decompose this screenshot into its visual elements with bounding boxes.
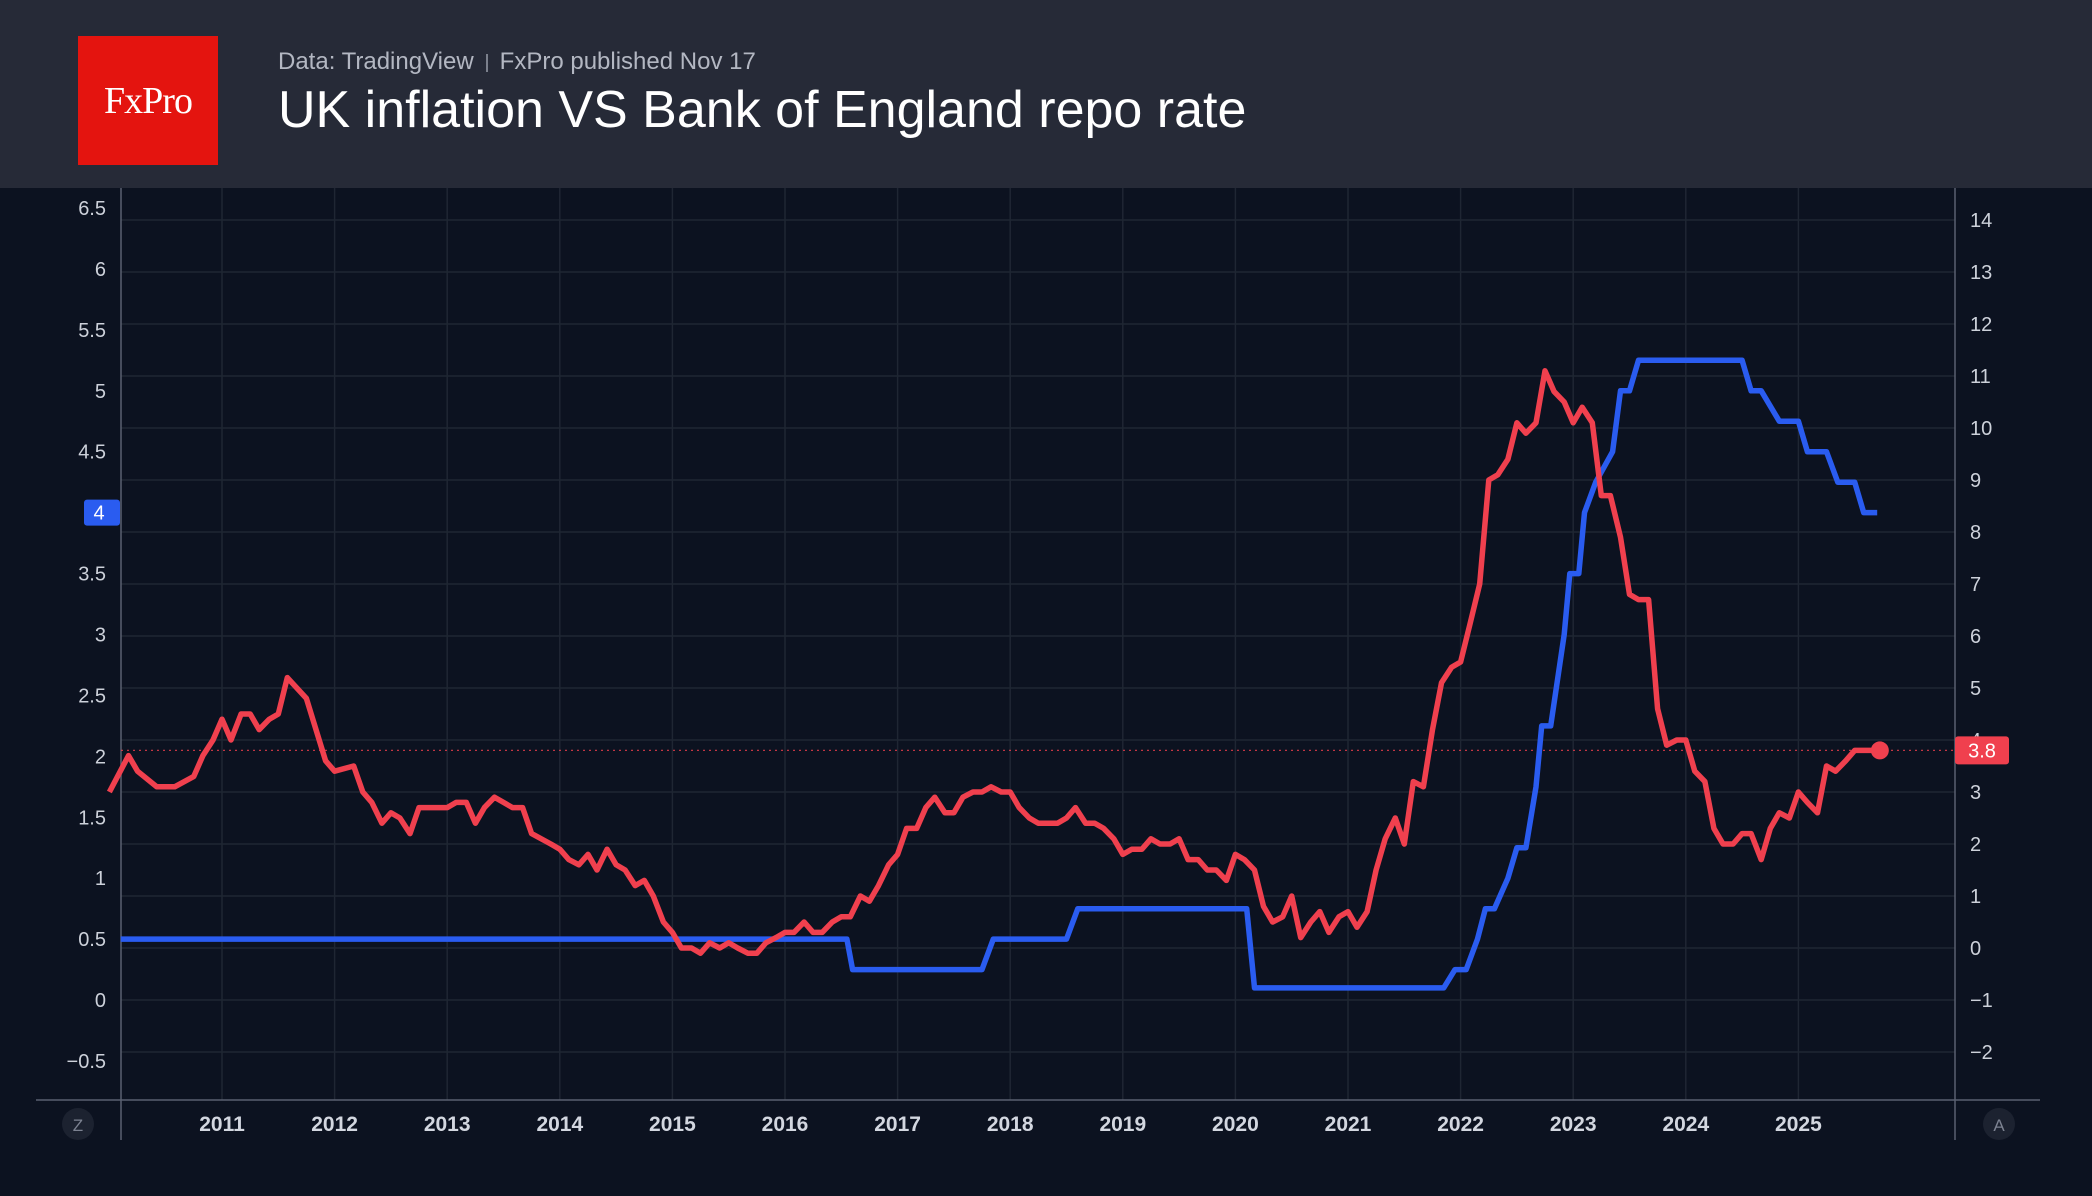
button-label: A xyxy=(1993,1116,2005,1135)
left-tick-label: 5 xyxy=(95,381,106,403)
fxpro-logo: FxPro xyxy=(78,36,218,165)
x-tick-label: 2013 xyxy=(424,1113,471,1136)
axis-mode-button-right[interactable]: A xyxy=(1983,1108,2015,1140)
left-tick-label: 4.5 xyxy=(78,442,106,464)
x-tick-label: 2020 xyxy=(1212,1113,1259,1136)
x-tick-label: 2024 xyxy=(1662,1113,1709,1136)
repo-rate-badge xyxy=(84,499,120,526)
inflation-line xyxy=(106,368,1874,956)
axes xyxy=(36,188,2040,1140)
right-tick-label: 3 xyxy=(1970,782,1981,804)
published-date: FxPro published Nov 17 xyxy=(499,48,756,75)
button-label: Z xyxy=(73,1116,83,1135)
left-tick-label: 1 xyxy=(95,868,106,890)
chart-title: UK inflation VS Bank of England repo rat… xyxy=(278,81,1247,139)
inflation-end-marker xyxy=(1870,741,1889,760)
right-tick-label: 8 xyxy=(1970,522,1981,544)
separator xyxy=(485,53,488,72)
inflation-badge-label: 3.8 xyxy=(1968,740,1996,762)
right-tick-label: 5 xyxy=(1970,678,1981,700)
x-tick-label: 2015 xyxy=(649,1113,696,1136)
data-source: Data: TradingView xyxy=(278,48,474,75)
inflation-badge xyxy=(1955,736,2009,765)
right-tick-label: 14 xyxy=(1970,210,1992,232)
button-circle xyxy=(1983,1108,2015,1140)
source-line: Data: TradingView FxPro published Nov 17 xyxy=(278,48,756,76)
x-tick-label: 2011 xyxy=(199,1113,245,1136)
left-tick-label: 5.5 xyxy=(78,320,106,342)
right-tick-label: 6 xyxy=(1970,626,1981,648)
right-tick-label: −1 xyxy=(1970,990,1993,1012)
x-tick-label: 2018 xyxy=(987,1113,1034,1136)
x-tick-label: 2012 xyxy=(311,1113,358,1136)
repo-rate-badge-label: 4 xyxy=(93,503,104,525)
right-tick-label: −2 xyxy=(1970,1042,1993,1064)
left-tick-label: −0.5 xyxy=(67,1051,106,1073)
grid xyxy=(121,188,1955,1100)
left-tick-label: 2 xyxy=(95,746,106,768)
right-tick-label: 10 xyxy=(1970,418,1992,440)
x-tick-label: 2014 xyxy=(536,1113,583,1136)
left-tick-label: 3 xyxy=(95,624,106,646)
right-tick-label: 0 xyxy=(1970,938,1981,960)
right-tick-label: 1 xyxy=(1970,886,1981,908)
tick-labels: 6.565.554.543.532.521.510.50−0.514131211… xyxy=(67,198,2009,1136)
x-tick-label: 2025 xyxy=(1775,1113,1822,1136)
chart-area: 6.565.554.543.532.521.510.50−0.514131211… xyxy=(36,188,2040,1140)
left-tick-label: 0.5 xyxy=(78,929,106,951)
x-tick-label: 2021 xyxy=(1325,1113,1372,1136)
x-tick-label: 2023 xyxy=(1550,1113,1597,1136)
left-tick-label: 0 xyxy=(95,990,106,1012)
right-tick-label: 2 xyxy=(1970,834,1981,856)
right-tick-label: 9 xyxy=(1970,470,1981,492)
button-circle xyxy=(62,1108,94,1140)
right-tick-label: 13 xyxy=(1970,262,1992,284)
axis-mode-button-left[interactable]: Z xyxy=(62,1108,94,1140)
x-tick-label: 2016 xyxy=(762,1113,809,1136)
x-tick-label: 2019 xyxy=(1099,1113,1146,1136)
right-tick-label: 11 xyxy=(1970,366,1991,388)
right-tick-label: 7 xyxy=(1970,574,1981,596)
x-tick-label: 2022 xyxy=(1437,1113,1484,1136)
repo-rate-line xyxy=(120,357,1878,991)
left-tick-label: 3.5 xyxy=(78,564,106,586)
left-tick-label: 2.5 xyxy=(78,685,106,707)
left-tick-label: 1.5 xyxy=(78,807,106,829)
header: FxPro Data: TradingView FxPro published N… xyxy=(0,0,2092,188)
x-tick-label: 2017 xyxy=(874,1113,921,1136)
right-tick-label: 12 xyxy=(1970,314,1992,336)
series-layer xyxy=(106,357,1955,991)
left-tick-label: 6.5 xyxy=(78,198,106,220)
left-tick-label: 6 xyxy=(95,259,106,281)
